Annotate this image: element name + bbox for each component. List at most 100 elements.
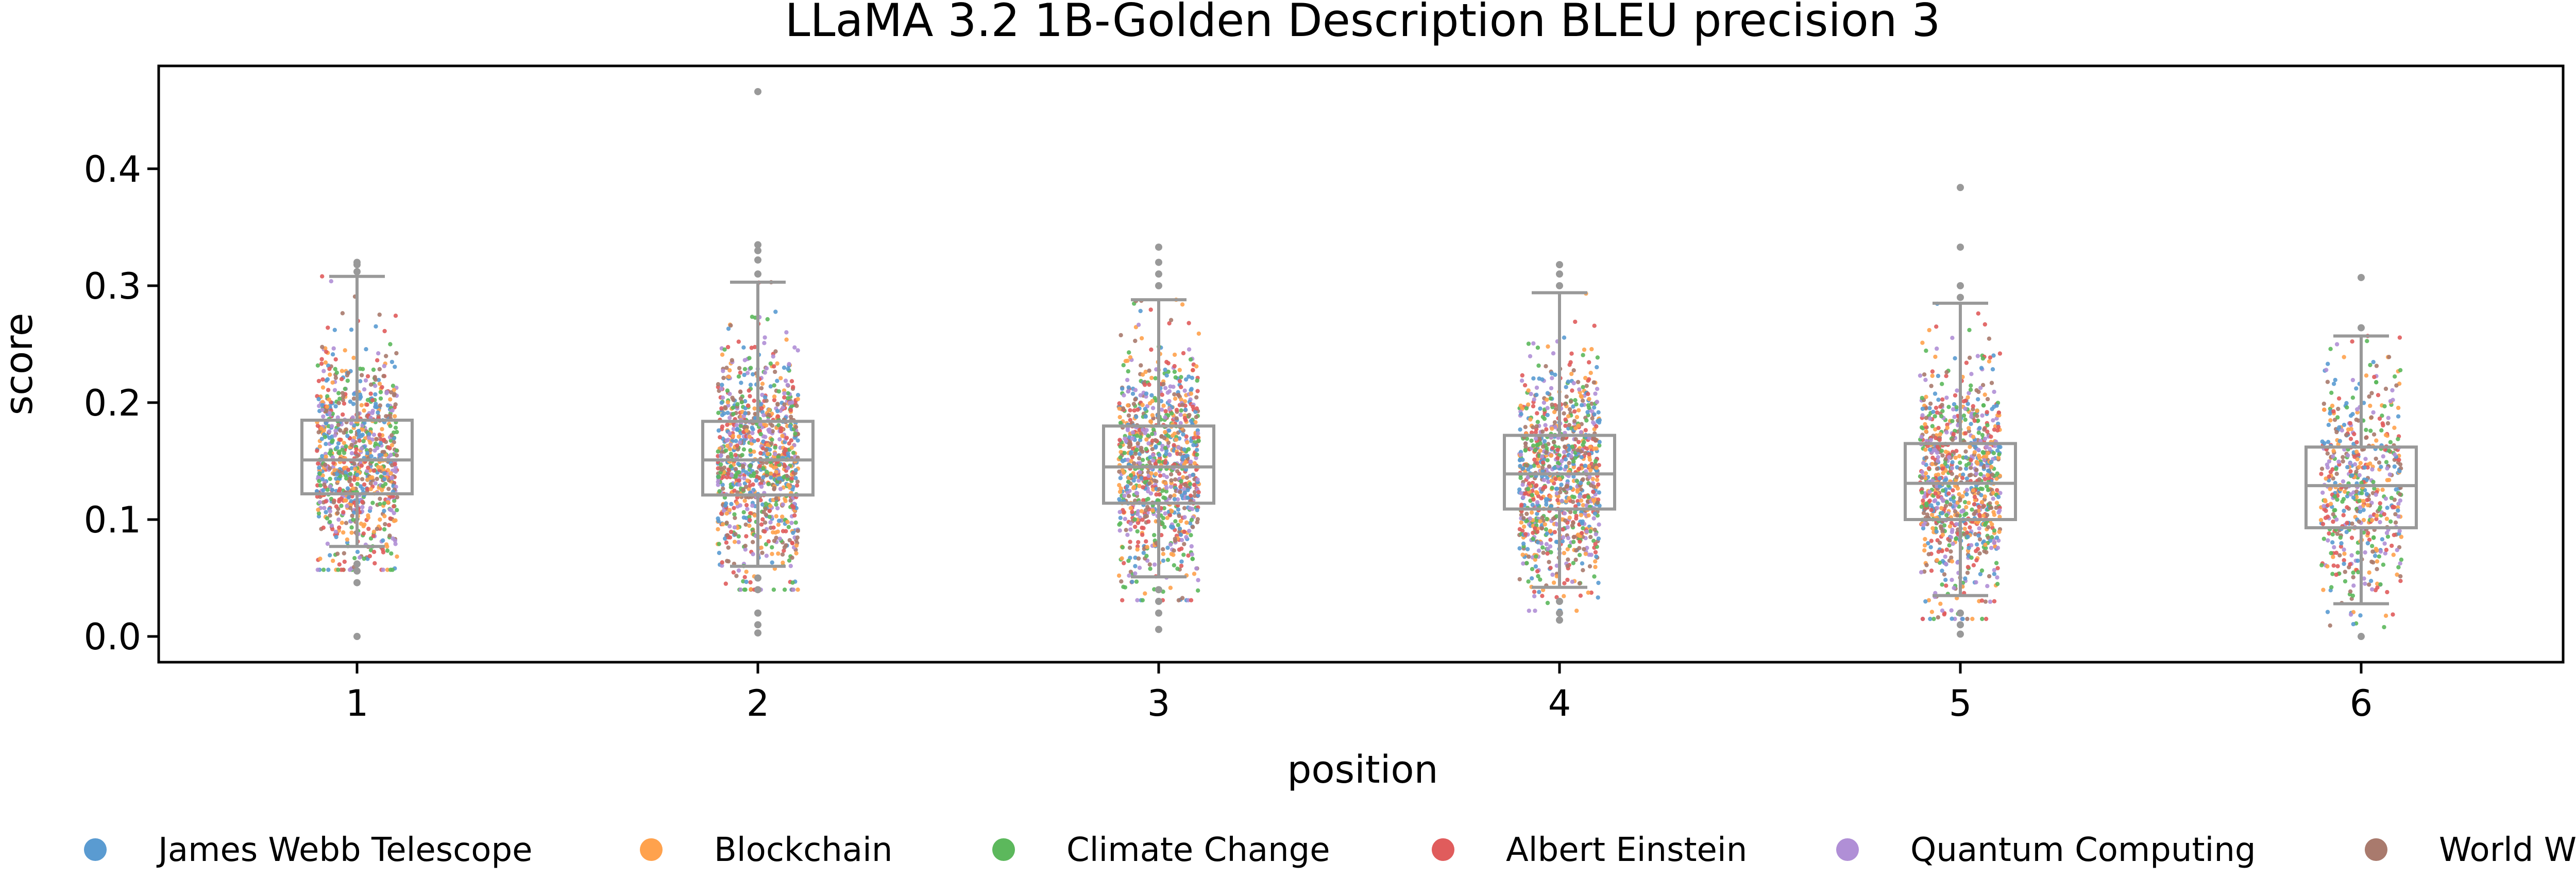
strip-point xyxy=(1937,540,1942,545)
strip-point xyxy=(1985,410,1989,415)
strip-point xyxy=(1520,482,1525,487)
strip-point xyxy=(349,442,354,447)
strip-point xyxy=(795,396,800,402)
strip-point xyxy=(1943,450,1948,454)
strip-point xyxy=(767,514,772,519)
strip-point xyxy=(1147,368,1151,373)
strip-point xyxy=(351,438,355,443)
strip-point xyxy=(394,448,399,453)
strip-point xyxy=(768,504,773,508)
strip-point xyxy=(1152,533,1157,538)
strip-point xyxy=(349,482,354,488)
strip-point xyxy=(764,473,769,478)
strip-point xyxy=(743,406,748,410)
strip-point xyxy=(1564,394,1569,399)
strip-point xyxy=(1117,469,1122,474)
strip-point xyxy=(365,402,369,407)
strip-point xyxy=(2321,588,2326,592)
strip-point xyxy=(378,502,382,506)
strip-point xyxy=(2365,339,2369,343)
strip-point xyxy=(1521,466,1526,471)
strip-point xyxy=(1534,554,1538,559)
strip-point xyxy=(1951,488,1955,493)
strip-point xyxy=(1189,419,1194,423)
strip-point xyxy=(325,394,330,399)
strip-point xyxy=(382,509,386,513)
strip-point xyxy=(1128,473,1133,478)
strip-point xyxy=(1957,454,1962,459)
strip-point xyxy=(1117,483,1122,488)
strip-point xyxy=(1179,559,1184,564)
strip-point xyxy=(789,521,794,525)
strip-point xyxy=(1992,528,1997,533)
strip-point xyxy=(1518,403,1523,408)
strip-point xyxy=(730,473,735,478)
strip-point xyxy=(317,444,323,449)
strip-point xyxy=(2349,536,2354,540)
strip-point xyxy=(2325,610,2330,614)
strip-point xyxy=(1964,463,1969,468)
strip-point xyxy=(758,451,763,456)
strip-point xyxy=(1183,483,1188,488)
strip-point xyxy=(341,567,346,572)
strip-point xyxy=(737,440,742,445)
strip-point xyxy=(1569,351,1574,356)
strip-point xyxy=(1934,529,1939,534)
strip-point xyxy=(1126,403,1130,408)
strip-point xyxy=(392,393,397,398)
strip-point xyxy=(1525,547,1530,551)
strip-point xyxy=(392,440,396,444)
strip-point xyxy=(372,561,377,566)
strip-point xyxy=(1979,568,1985,573)
strip-point xyxy=(1944,430,1949,435)
strip-point xyxy=(1976,397,1980,402)
strip-point xyxy=(1934,405,1939,410)
strip-point xyxy=(1964,505,1969,510)
strip-point xyxy=(388,471,393,476)
strip-point xyxy=(1566,414,1571,419)
strip-point xyxy=(1540,429,1545,434)
strip-point xyxy=(1130,391,1136,396)
strip-point xyxy=(1140,403,1145,407)
strip-point xyxy=(1163,496,1167,501)
strip-point xyxy=(2385,534,2391,539)
strip-point xyxy=(772,398,777,403)
strip-point xyxy=(1128,355,1133,360)
strip-point xyxy=(1192,461,1197,465)
strip-point xyxy=(1588,483,1594,488)
strip-point xyxy=(1560,498,1564,504)
strip-point xyxy=(1595,365,1599,370)
strip-point xyxy=(2378,549,2383,554)
strip-point xyxy=(1532,594,1537,599)
strip-point xyxy=(1980,505,1986,509)
strip-point xyxy=(1929,610,1935,614)
strip-point xyxy=(1924,455,1929,460)
strip-point xyxy=(1545,531,1549,536)
strip-point xyxy=(789,379,794,384)
strip-point xyxy=(332,388,337,392)
strip-point xyxy=(1969,415,1974,419)
strip-point xyxy=(328,513,332,518)
strip-point xyxy=(1992,572,1997,576)
strip-point xyxy=(2377,554,2382,559)
strip-point xyxy=(1996,424,2001,429)
strip-point xyxy=(1149,375,1154,381)
strip-point xyxy=(1592,412,1597,417)
strip-point xyxy=(326,424,331,428)
strip-point xyxy=(339,377,344,382)
strip-point xyxy=(1123,516,1127,521)
strip-point xyxy=(1587,360,1591,365)
strip-point xyxy=(1536,363,1541,368)
strip-point xyxy=(1985,473,1990,477)
strip-point xyxy=(1591,405,1597,410)
strip-point xyxy=(1539,541,1544,546)
strip-point xyxy=(733,532,738,537)
strip-point xyxy=(1159,407,1164,412)
strip-point xyxy=(1941,488,1945,493)
strip-point xyxy=(1947,524,1953,529)
strip-point xyxy=(340,391,345,395)
strip-point xyxy=(393,402,398,407)
strip-point xyxy=(768,361,773,366)
strip-point xyxy=(731,434,736,438)
strip-point xyxy=(344,427,349,432)
